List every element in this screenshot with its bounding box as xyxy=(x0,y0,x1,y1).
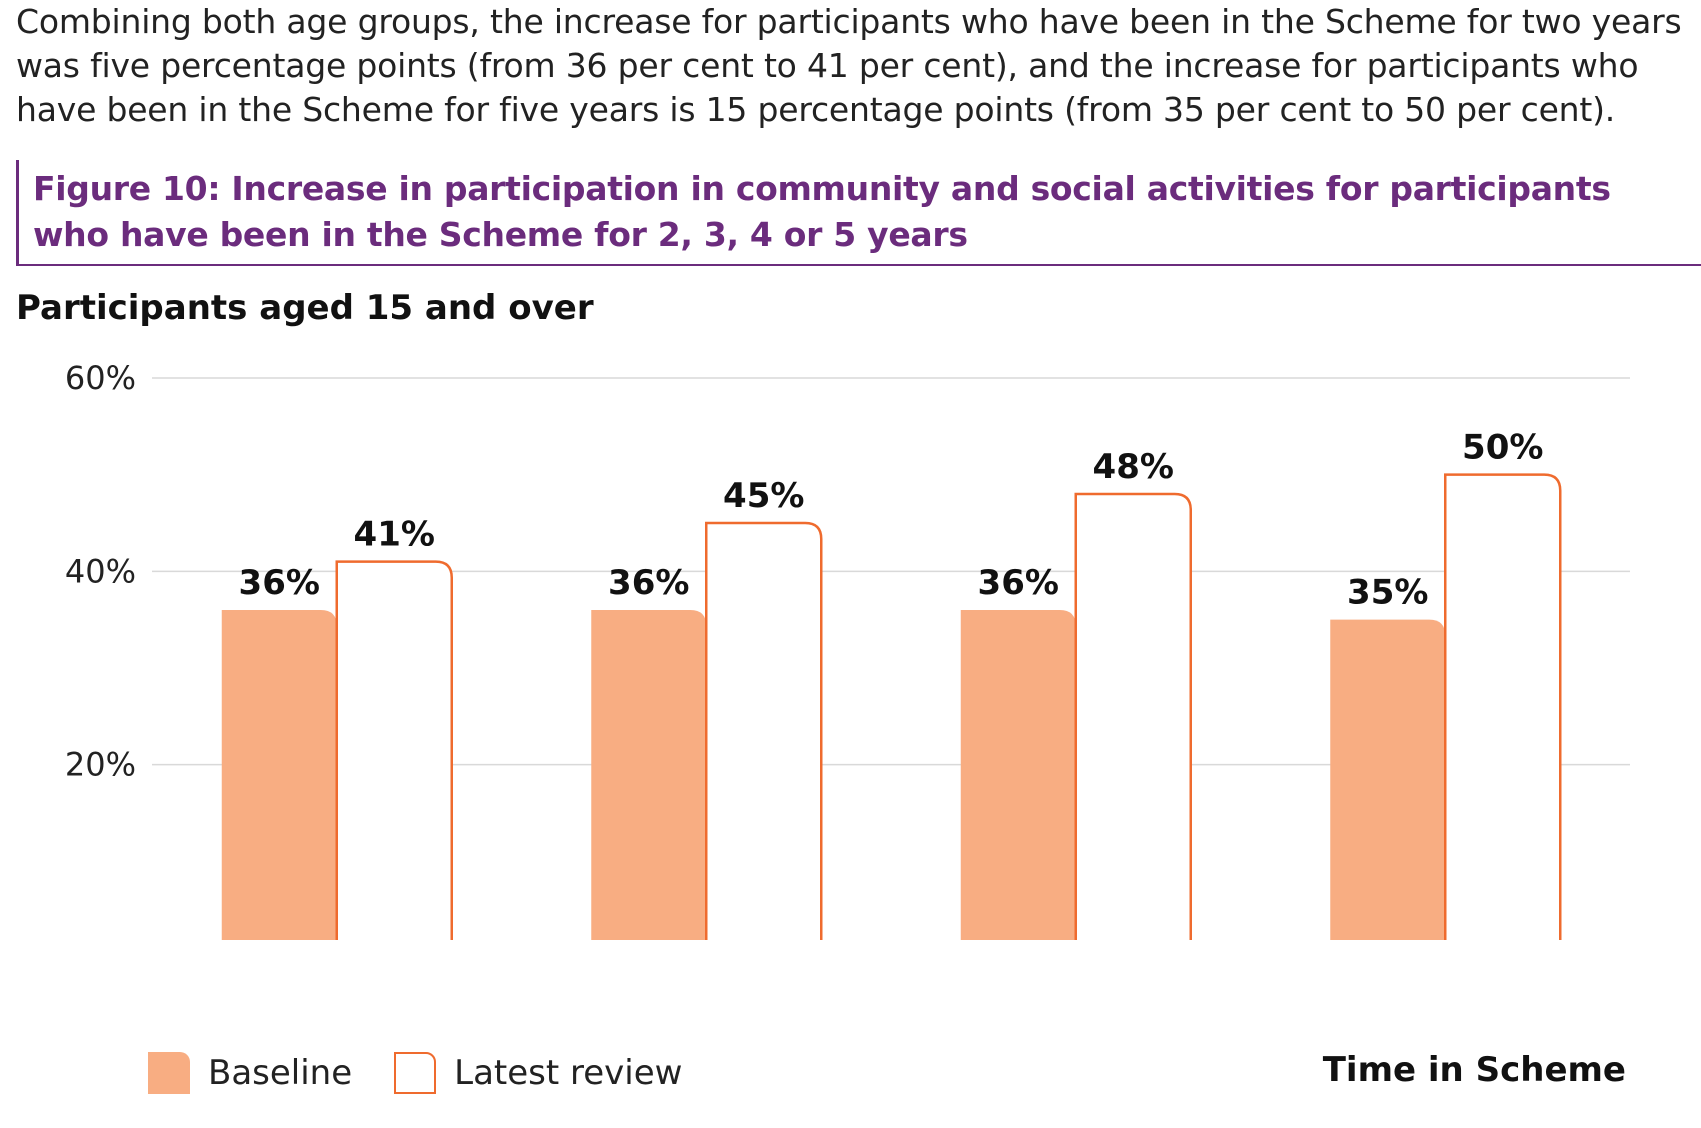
intro-paragraph: Combining both age groups, the increase … xyxy=(16,2,1682,129)
legend-latest-swatch xyxy=(394,1052,437,1094)
data-label-baseline: 36% xyxy=(608,563,689,603)
legend-latest-label: Latest review xyxy=(454,1053,683,1093)
y-axis-ticks: 0% 20% 40% 60% xyxy=(65,359,136,940)
x-axis-title: Time in Scheme xyxy=(1322,1050,1626,1090)
data-label-latest-review: 50% xyxy=(1462,428,1543,468)
y-tick-label: 40% xyxy=(65,552,136,590)
y-tick-label: 20% xyxy=(65,746,136,784)
data-label-latest-review: 41% xyxy=(354,515,435,555)
data-label-baseline: 36% xyxy=(978,563,1059,603)
chart-subtitle: Participants aged 15 and over xyxy=(16,288,594,328)
bar-baseline xyxy=(221,610,337,940)
bar-baseline xyxy=(1330,619,1446,940)
data-label-baseline: 36% xyxy=(239,563,320,603)
data-label-latest-review: 48% xyxy=(1093,447,1174,487)
bar-latest-review xyxy=(1444,473,1562,940)
data-labels: 36% 41% 36% 45% 36% 48% 35% 50% xyxy=(239,428,1544,613)
legend-baseline-swatch xyxy=(148,1052,190,1094)
bar-latest-review xyxy=(335,560,453,940)
bar-chart: 0%20%40%60% 36%41%36%45%36%48%35%50% 2 y… xyxy=(65,359,1630,940)
bar-baseline xyxy=(591,610,707,940)
legend: Baseline Latest review xyxy=(148,1050,724,1096)
bar-baseline xyxy=(960,610,1076,940)
figure-title: Figure 10: Increase in participation in … xyxy=(33,169,1611,254)
bar-latest-review xyxy=(705,521,823,940)
bars xyxy=(221,473,1562,940)
y-tick-label: 60% xyxy=(65,359,136,397)
y-tick-label: 0% xyxy=(85,939,136,940)
figure-title-box: Figure 10: Increase in participation in … xyxy=(16,160,1701,266)
bar-latest-review xyxy=(1074,492,1192,940)
data-label-latest-review: 45% xyxy=(723,476,804,516)
data-label-baseline: 35% xyxy=(1347,573,1428,613)
legend-baseline-label: Baseline xyxy=(208,1053,353,1093)
